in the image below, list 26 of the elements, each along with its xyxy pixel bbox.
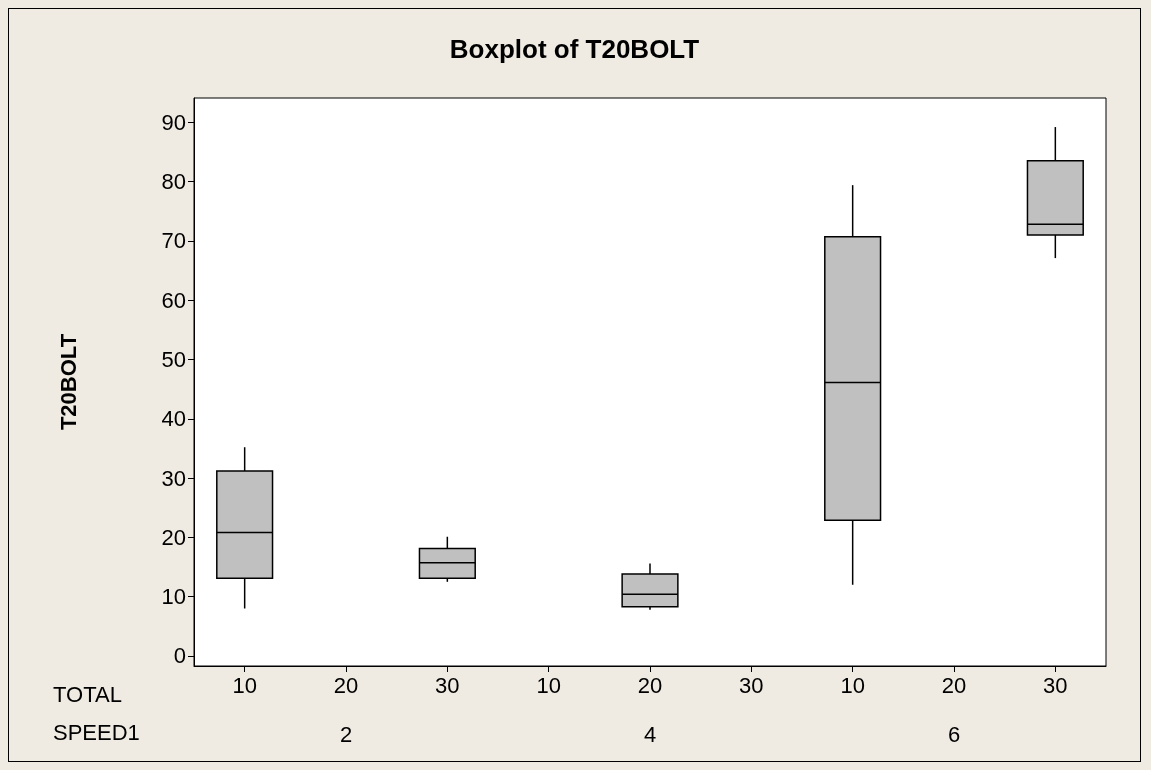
text: 4 [643, 721, 657, 747]
y-tick-label: 90 [161, 109, 186, 135]
x-tick-label: 10 [232, 672, 257, 698]
x-tick-label: 30 [739, 672, 764, 698]
x-tick-label: 30 [435, 672, 460, 698]
y-tick-label: 60 [161, 287, 186, 313]
y-tick-label: 40 [161, 406, 186, 432]
x-tick-label: 10 [840, 672, 865, 698]
y-axis-title: T20BOLT [55, 333, 81, 431]
y-tick-label: 70 [161, 228, 186, 254]
text: 6 [947, 721, 961, 747]
x-tick-label: 20 [941, 672, 967, 698]
x-tick-label: 30 [1043, 672, 1068, 698]
chart-title: Boxplot of T20BOLT [449, 34, 700, 64]
y-tick-label: 20 [161, 524, 186, 550]
x-tick-label: 20 [637, 672, 663, 698]
y-tick-label: 0 [173, 643, 186, 669]
y-tick-label: 10 [161, 584, 186, 610]
y-tick-label: 30 [161, 465, 186, 491]
text: SPEED1 [53, 719, 140, 745]
x-tick-label: 20 [333, 672, 359, 698]
y-tick-label: 80 [161, 169, 186, 195]
text: 2 [339, 721, 353, 747]
x-tick-label: 10 [536, 672, 561, 698]
text: TOTAL [53, 681, 122, 707]
y-tick-label: 50 [161, 346, 186, 372]
